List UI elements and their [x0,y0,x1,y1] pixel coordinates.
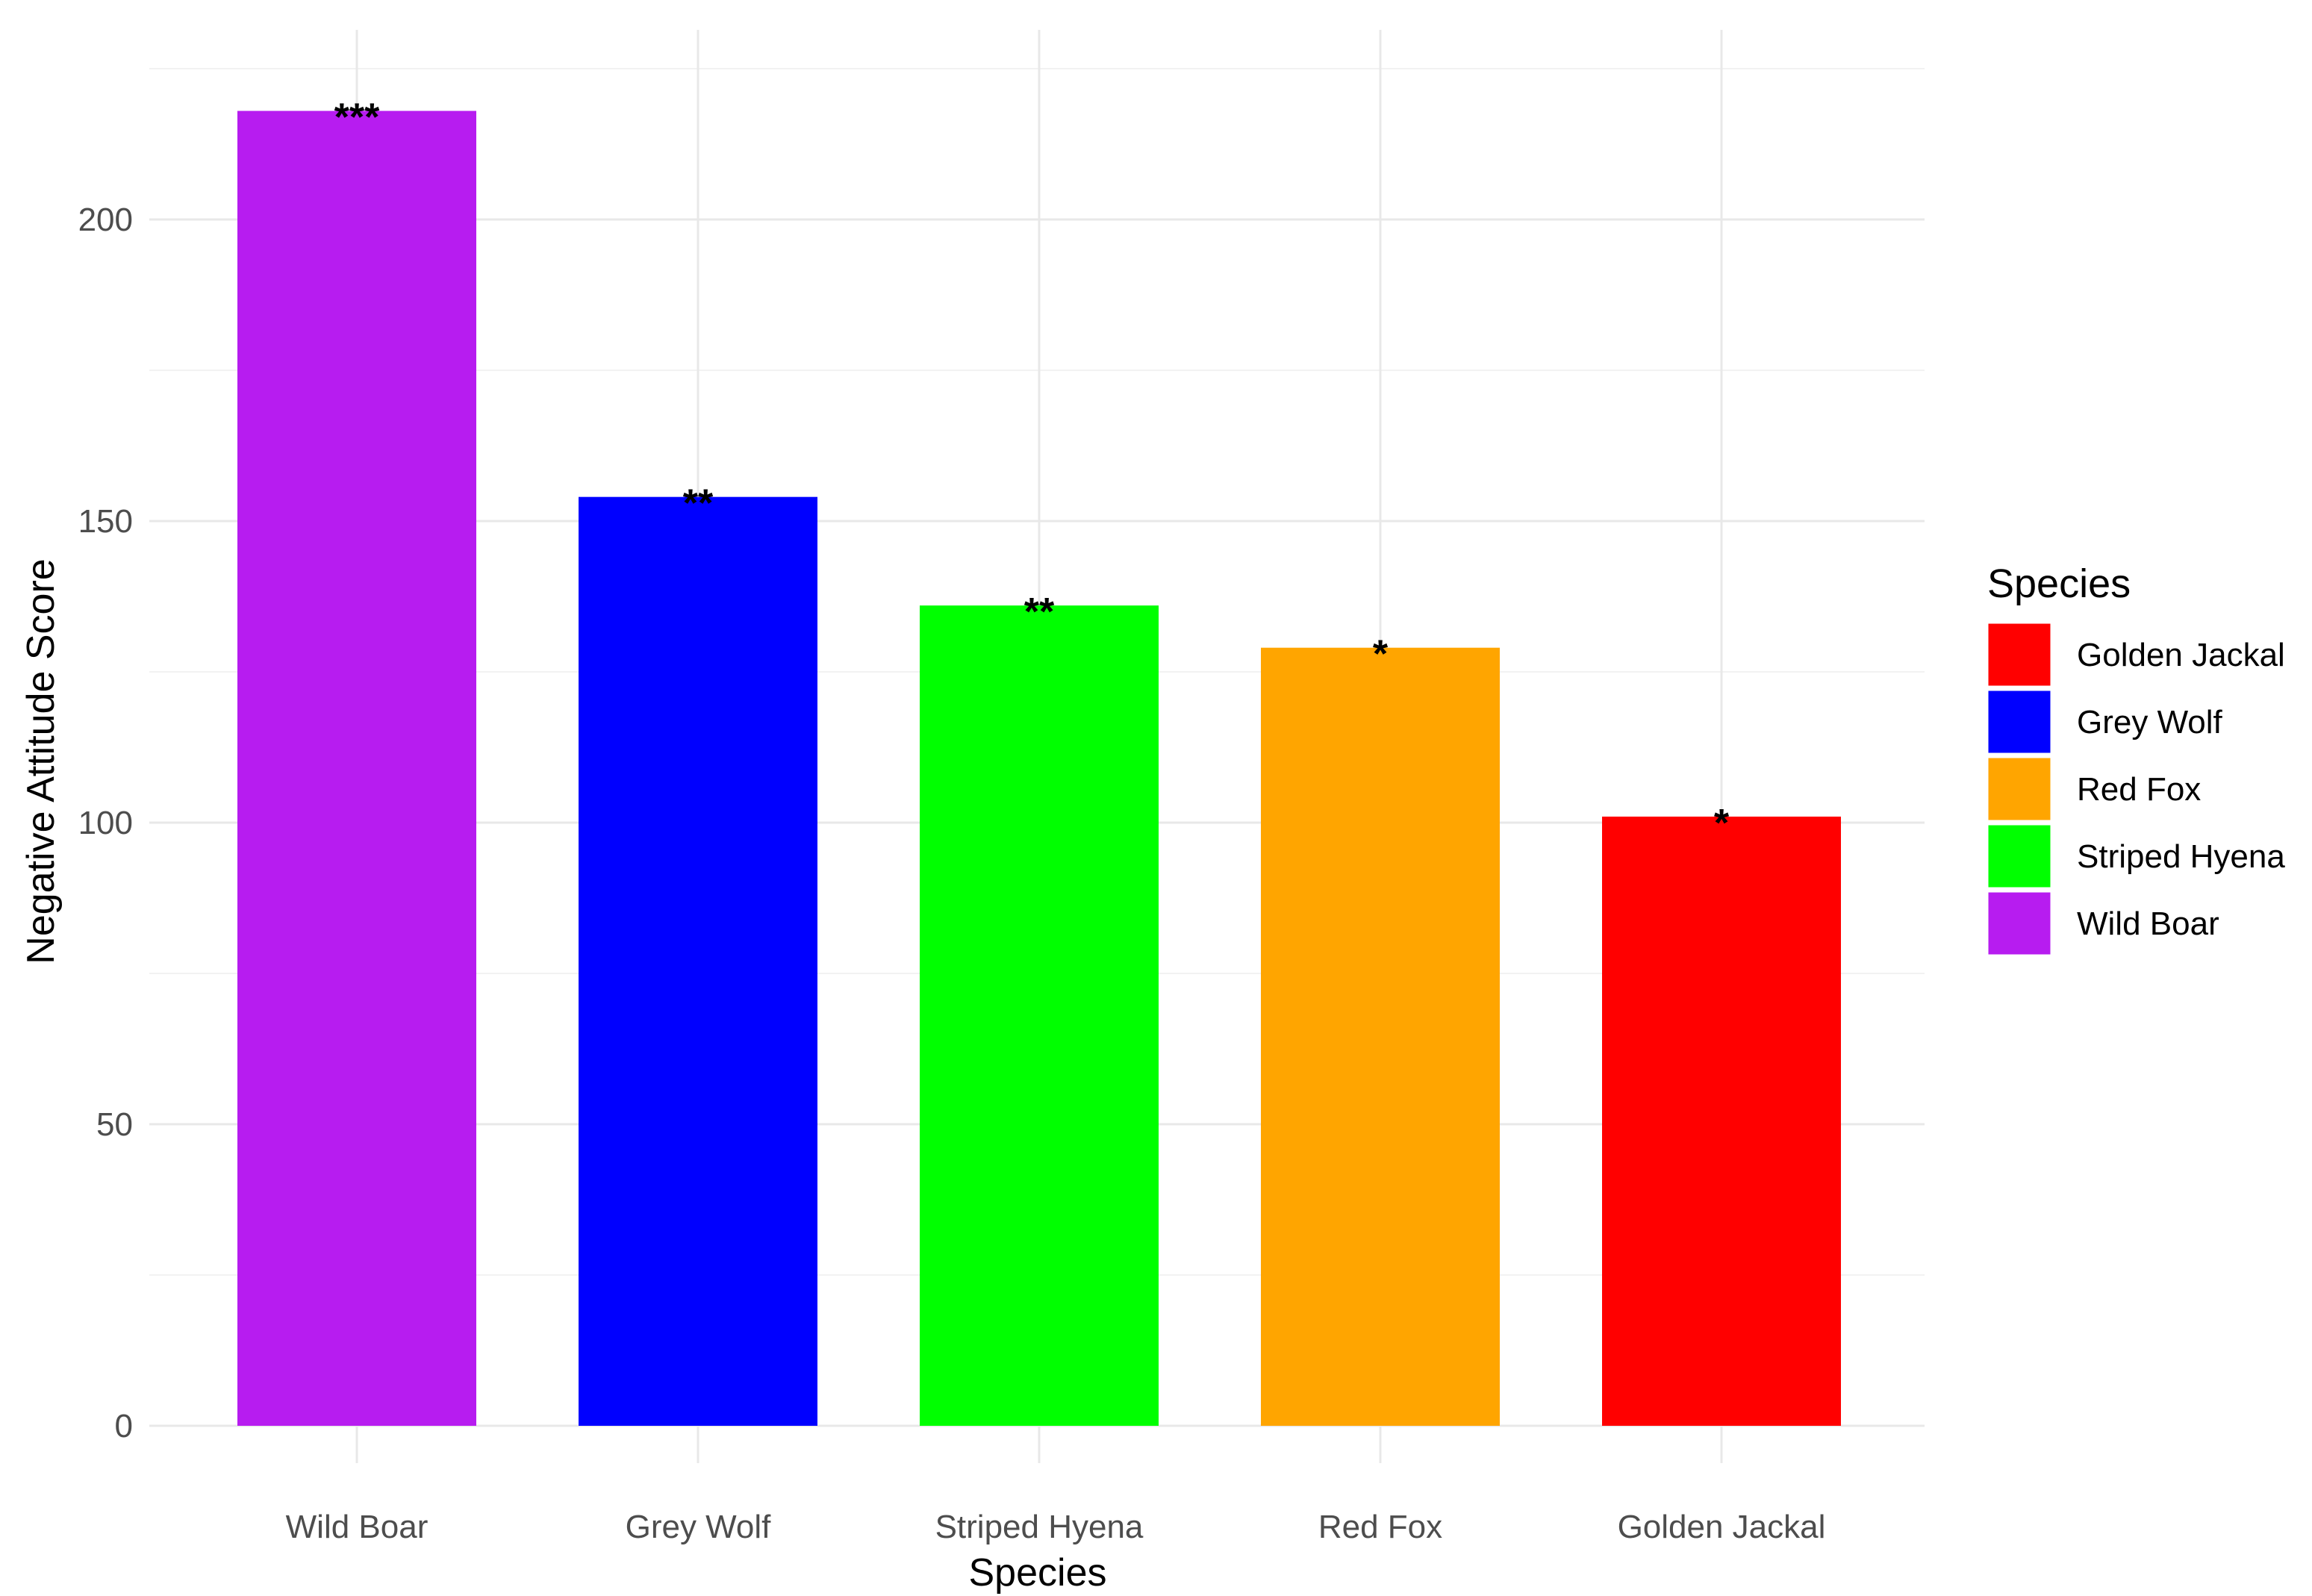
x-axis-ticks: Wild Boar Grey Wolf Striped Hyena Red Fox Go… [286,1509,1826,1545]
x-tick-label: Striped Hyena [935,1509,1144,1545]
y-tick-label: 100 [78,805,133,841]
x-tick-label: Red Fox [1318,1509,1442,1545]
significance-label: * [1373,633,1389,676]
legend-label: Grey Wolf [2077,704,2223,741]
bars [237,110,1841,1427]
significance-label: ** [1024,590,1055,634]
legend-title: Species [1987,561,2131,606]
legend-key [1986,890,2053,957]
legend: Species Golden Jackal Grey Wolf Red Fox Str… [1986,561,2285,957]
legend-key [1986,823,2053,890]
legend-key [1986,755,2053,823]
y-axis-title: Negative Attitude Score [19,558,63,964]
y-tick-label: 150 [78,503,133,540]
y-axis-ticks: 0 50 100 150 200 [78,202,133,1444]
legend-label: Red Fox [2077,771,2201,808]
legend-key [1986,621,2053,688]
legend-items: Golden Jackal Grey Wolf Red Fox Striped Hye… [1986,621,2285,957]
legend-label: Golden Jackal [2077,637,2285,673]
bar [1261,647,1500,1427]
significance-label: ** [683,482,714,526]
legend-label: Striped Hyena [2077,838,2285,875]
y-tick-label: 200 [78,202,133,238]
significance-label: *** [334,96,380,140]
significance-labels: ********* [334,96,1730,845]
bar [1602,816,1841,1426]
y-tick-label: 0 [115,1408,133,1444]
legend-key [1986,688,2053,755]
bar [920,605,1159,1426]
significance-label: * [1714,802,1730,845]
x-tick-label: Wild Boar [286,1509,429,1545]
x-tick-label: Golden Jackal [1618,1509,1826,1545]
legend-label: Wild Boar [2077,905,2219,942]
x-tick-label: Grey Wolf [626,1509,772,1545]
x-axis-title: Species [969,1551,1107,1595]
y-tick-label: 50 [96,1106,133,1143]
bar [579,496,817,1427]
bar [237,110,476,1426]
